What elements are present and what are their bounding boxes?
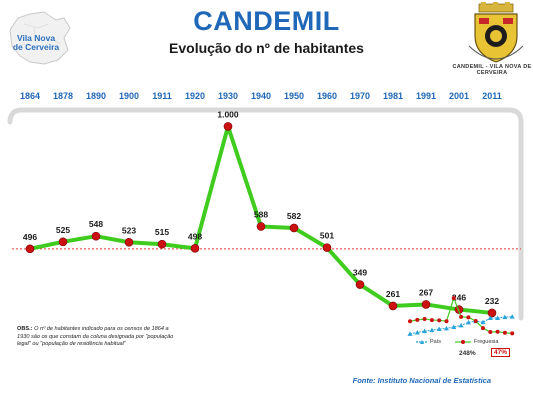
x-tick-label: 1981 xyxy=(383,91,403,101)
data-label: 1.000 xyxy=(217,109,239,119)
observation-note: OBS.: O nº de habitantes indicado para o… xyxy=(17,326,177,349)
inset-country-point xyxy=(414,329,420,335)
data-label: 525 xyxy=(56,225,70,235)
data-label: 246 xyxy=(452,293,466,303)
page-subtitle: Evolução do nº de habitantes xyxy=(169,40,364,56)
x-tick-label: 1864 xyxy=(20,91,40,101)
data-point xyxy=(25,244,35,254)
inset-legend-country: País xyxy=(430,339,442,345)
inset-country-point xyxy=(487,315,493,321)
data-label: 349 xyxy=(353,268,367,278)
inset-legend-2: Freguesia xyxy=(474,339,498,345)
inset-country-point xyxy=(458,322,464,328)
x-tick-label: 1900 xyxy=(119,91,139,101)
inset-legend-parish: Freguesia xyxy=(474,339,499,345)
inset-parish-point xyxy=(408,319,412,324)
data-label: 496 xyxy=(23,232,37,242)
x-tick-label: 1940 xyxy=(251,91,271,101)
observation-text: O nº de habitantes indicado para os cens… xyxy=(17,326,174,347)
data-label: 261 xyxy=(386,289,400,299)
municipality-map-icon xyxy=(9,11,71,65)
data-label: 582 xyxy=(287,211,301,221)
x-tick-label: 1878 xyxy=(53,91,73,101)
inset-parish-point xyxy=(422,316,427,321)
inset-parish-point xyxy=(495,329,500,334)
data-point xyxy=(487,308,497,318)
data-point xyxy=(157,239,167,249)
inset-parish-point xyxy=(481,326,485,331)
x-tick-label: 2001 xyxy=(449,91,469,101)
data-point xyxy=(355,280,365,289)
inset-parish-label: 47% xyxy=(491,348,511,357)
x-tick-label: 1930 xyxy=(218,91,238,101)
data-label: 501 xyxy=(320,231,334,241)
data-point xyxy=(388,301,398,311)
inset-parish-point xyxy=(459,314,464,319)
inset-legend-country-marker xyxy=(420,340,424,344)
inset-country-point xyxy=(495,315,501,321)
inset-country-point xyxy=(480,319,486,325)
x-tick-label: 1911 xyxy=(152,91,172,101)
observation-label: OBS.: xyxy=(17,326,33,332)
data-point xyxy=(190,244,200,253)
x-tick-label: 1890 xyxy=(86,91,106,101)
coat-of-arms-icon xyxy=(468,2,524,63)
inset-parish-point xyxy=(502,330,507,335)
data-point xyxy=(91,231,101,241)
inset-parish-point xyxy=(473,319,478,324)
page-title: CANDEMIL xyxy=(193,6,340,36)
data-point xyxy=(256,222,266,231)
inset-country-label: 248% xyxy=(459,350,476,357)
crest-caption: CANDEMIL - VILA NOVA DE CERVEIRA xyxy=(452,64,532,76)
inset-parish-point xyxy=(510,331,515,336)
inset-country-point xyxy=(422,328,428,334)
data-point xyxy=(322,243,332,252)
x-tick-label: 1950 xyxy=(284,91,304,101)
x-tick-label: 1920 xyxy=(185,91,205,101)
data-label: 548 xyxy=(89,219,103,229)
inset-parish-point xyxy=(466,315,471,320)
x-tick-label: 2011 xyxy=(482,91,502,101)
data-label: 523 xyxy=(122,225,136,235)
data-label: 498 xyxy=(188,231,202,241)
inset-legend-parish-marker xyxy=(461,340,465,344)
data-point xyxy=(289,223,299,233)
inset-legend: País xyxy=(430,339,441,345)
inset-parish-point xyxy=(488,330,493,335)
inset-country-point xyxy=(407,331,413,336)
x-tick-label: 1970 xyxy=(350,91,370,101)
data-label: 515 xyxy=(155,227,169,237)
inset-country-point xyxy=(436,326,442,332)
inset-country-point xyxy=(451,324,457,329)
data-label: 267 xyxy=(419,287,433,297)
inset-country-point xyxy=(502,314,508,320)
x-tick-label: 1991 xyxy=(416,91,436,101)
inset-parish-point xyxy=(429,318,434,323)
inset-country-point xyxy=(465,319,471,325)
data-point xyxy=(124,237,134,247)
data-point xyxy=(223,122,233,131)
inset-country-point xyxy=(509,314,515,319)
source-note: Fonte: Instituto Nacional de Estatística xyxy=(352,376,491,385)
inset-country-point xyxy=(444,325,449,331)
inset-parish-point xyxy=(444,319,449,324)
x-tick-label: 1960 xyxy=(317,91,337,101)
inset-parish-point xyxy=(415,317,420,322)
inset-country-point xyxy=(429,327,435,333)
data-point xyxy=(421,300,431,309)
data-point xyxy=(58,237,68,247)
data-label: 588 xyxy=(254,209,268,219)
data-label: 232 xyxy=(485,296,499,306)
inset-parish-point xyxy=(437,318,442,323)
map-label: Vila Nova de Cerveira xyxy=(12,33,60,52)
chart-frame xyxy=(7,107,524,321)
inset-parish-point xyxy=(451,296,456,301)
